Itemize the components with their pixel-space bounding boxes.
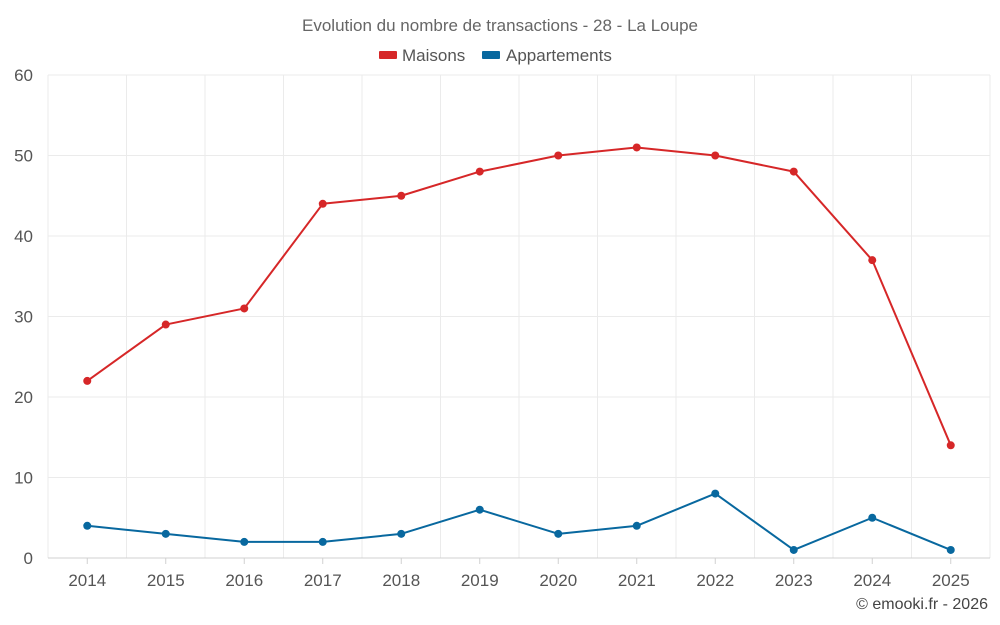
x-tick-label: 2017 [304,571,342,590]
x-tick-label: 2015 [147,571,185,590]
legend-label-appartements: Appartements [506,46,612,65]
data-point-appartements[interactable] [789,545,798,554]
x-tick-label: 2019 [461,571,499,590]
series-line-appartements [87,492,952,551]
data-point-maisons[interactable] [711,151,720,160]
grid [47,74,991,559]
x-tick-label: 2021 [618,571,656,590]
x-tick-label: 2022 [696,571,734,590]
x-tick-label: 2023 [775,571,813,590]
data-point-appartements[interactable] [397,529,406,538]
series-appartements [83,489,955,554]
y-tick-label: 60 [14,66,33,85]
y-tick-label: 10 [14,469,33,488]
y-tick-label: 40 [14,227,33,246]
data-point-appartements[interactable] [554,529,563,538]
data-point-maisons[interactable] [554,151,563,160]
data-point-maisons[interactable] [946,441,955,450]
legend-swatch-appartements [482,51,500,59]
y-axis-ticks: 0 10 20 30 40 50 60 [14,66,33,568]
x-tick-label: 2024 [853,571,891,590]
data-point-appartements[interactable] [711,489,720,498]
data-point-maisons[interactable] [240,304,249,313]
data-point-maisons[interactable] [161,320,170,329]
data-point-maisons[interactable] [789,167,798,176]
data-point-appartements[interactable] [83,521,92,530]
data-point-maisons[interactable] [475,167,484,176]
legend: Maisons Appartements [379,46,612,65]
data-point-maisons[interactable] [83,376,92,385]
chart-title: Evolution du nombre de transactions - 28… [302,16,698,35]
y-tick-label: 30 [14,308,33,327]
data-point-appartements[interactable] [318,537,327,546]
x-tick-label: 2014 [68,571,106,590]
data-point-appartements[interactable] [632,521,641,530]
x-tick-label: 2025 [932,571,970,590]
data-point-maisons[interactable] [318,199,327,208]
data-point-maisons[interactable] [632,143,641,152]
y-tick-label: 20 [14,388,33,407]
series-line-maisons [86,146,952,446]
data-point-appartements[interactable] [475,505,484,514]
y-tick-label: 0 [24,549,33,568]
x-tick-label: 2020 [539,571,577,590]
series-maisons [83,143,955,450]
series [83,143,955,554]
data-point-appartements[interactable] [868,513,877,522]
y-tick-label: 50 [14,147,33,166]
x-axis-ticks: 2014 2015 2016 2017 2018 2019 2020 2021 2022 2023… [68,558,970,590]
legend-item-maisons[interactable]: Maisons [379,46,465,65]
data-point-maisons[interactable] [868,256,877,265]
data-point-appartements[interactable] [946,545,955,554]
x-tick-label: 2018 [382,571,420,590]
legend-swatch-maisons [379,51,397,59]
data-point-appartements[interactable] [240,537,249,546]
legend-label-maisons: Maisons [402,46,465,65]
credit-text: © emooki.fr - 2026 [856,596,988,613]
data-point-maisons[interactable] [397,191,406,200]
legend-item-appartements[interactable]: Appartements [482,46,612,65]
x-tick-label: 2016 [225,571,263,590]
data-point-appartements[interactable] [161,529,170,538]
